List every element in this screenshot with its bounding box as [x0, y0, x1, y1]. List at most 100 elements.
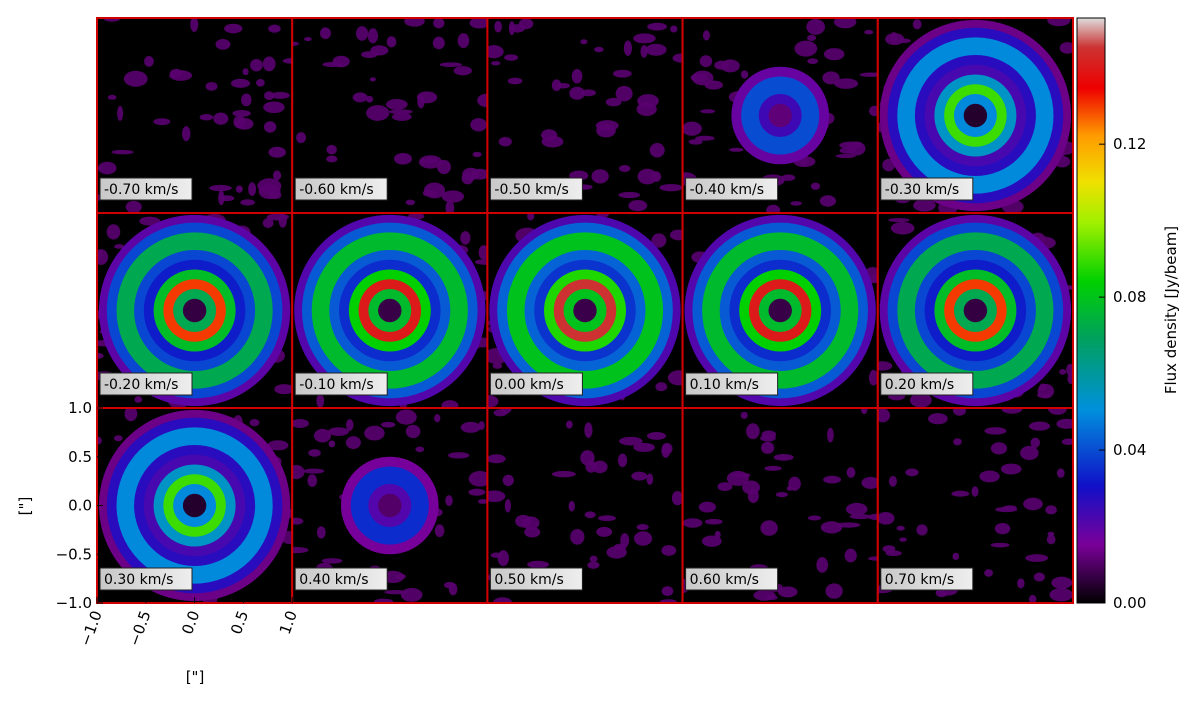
noise [502, 474, 514, 487]
noise [764, 595, 778, 601]
noise [820, 521, 843, 534]
noise [232, 109, 251, 117]
noise [605, 97, 622, 107]
noise [777, 586, 798, 598]
noise [845, 502, 868, 516]
noise [912, 19, 922, 30]
noise [199, 114, 214, 121]
noise [240, 199, 255, 206]
noise [833, 18, 857, 29]
noise [268, 24, 281, 33]
noise [114, 244, 125, 249]
noise [230, 78, 250, 88]
y-tick-label: 0.0 [68, 497, 92, 515]
label-box [99, 177, 193, 201]
panel: -0.50 km/s [486, 17, 684, 214]
noise [827, 427, 834, 443]
channel-label: 0.60 km/s [690, 572, 759, 588]
noise [1047, 531, 1055, 537]
noise [909, 392, 932, 408]
noise [825, 583, 843, 599]
channel-image [877, 213, 1073, 408]
panel: -0.40 km/s [681, 17, 879, 214]
noise [218, 190, 225, 206]
noise [859, 72, 878, 77]
noise [1056, 418, 1073, 429]
noise [834, 78, 859, 89]
noise [699, 55, 713, 68]
noise [844, 548, 857, 563]
noise [111, 149, 134, 155]
noise [888, 475, 897, 487]
noise [1028, 594, 1037, 603]
noise [400, 587, 423, 602]
channel-label: -0.30 km/s [885, 182, 959, 198]
label-box [294, 372, 388, 396]
noise [551, 470, 576, 478]
x-axis-label: ["] [186, 668, 205, 686]
noise [307, 474, 318, 487]
noise [373, 598, 394, 603]
noise [420, 158, 438, 164]
noise [316, 394, 325, 408]
noise [628, 199, 648, 212]
noise [761, 430, 777, 439]
noise [649, 143, 665, 158]
noise [1002, 505, 1017, 510]
noise [433, 18, 445, 29]
noise [468, 488, 486, 496]
noise [890, 31, 898, 43]
noise [979, 470, 1000, 483]
x-tick-label: 0.0 [178, 608, 203, 637]
noise [896, 525, 905, 531]
noise [241, 93, 252, 107]
noise [781, 174, 796, 181]
noise [282, 58, 293, 64]
noise [682, 518, 703, 528]
noise [606, 546, 627, 559]
noise [612, 69, 632, 78]
emission [182, 493, 207, 518]
noise [441, 400, 459, 408]
noise [1039, 383, 1047, 392]
noise [1033, 572, 1045, 582]
noise [97, 352, 104, 359]
noise [570, 528, 585, 545]
noise [598, 515, 616, 522]
noise [556, 82, 570, 89]
noise [213, 112, 229, 125]
noise [1067, 372, 1073, 385]
noise [361, 51, 378, 58]
noise [646, 473, 654, 485]
noise [760, 520, 778, 536]
noise [461, 172, 474, 185]
noise [819, 195, 837, 207]
x-tick-label: 1.0 [276, 608, 301, 637]
noise [1059, 42, 1073, 54]
noise [1000, 463, 1022, 475]
noise [1017, 578, 1025, 589]
noise [385, 99, 408, 110]
channel-label: 0.70 km/s [885, 572, 954, 588]
channel-image [97, 408, 293, 603]
panel: -0.60 km/s [291, 17, 489, 214]
noise [267, 440, 289, 451]
noise [1023, 497, 1043, 511]
noise [877, 408, 891, 423]
noise [1047, 18, 1071, 27]
noise [698, 501, 716, 513]
noise [1020, 445, 1039, 461]
label-box [880, 567, 974, 591]
noise [775, 491, 788, 498]
emission [963, 103, 988, 128]
label-box [99, 567, 193, 591]
noise [971, 486, 979, 497]
noise [905, 468, 919, 477]
noise [806, 18, 826, 35]
noise [235, 118, 254, 130]
noise [415, 446, 425, 453]
noise [670, 25, 678, 33]
noise [593, 46, 604, 53]
noise [460, 231, 471, 245]
panel: 0.70 km/s [876, 407, 1074, 604]
